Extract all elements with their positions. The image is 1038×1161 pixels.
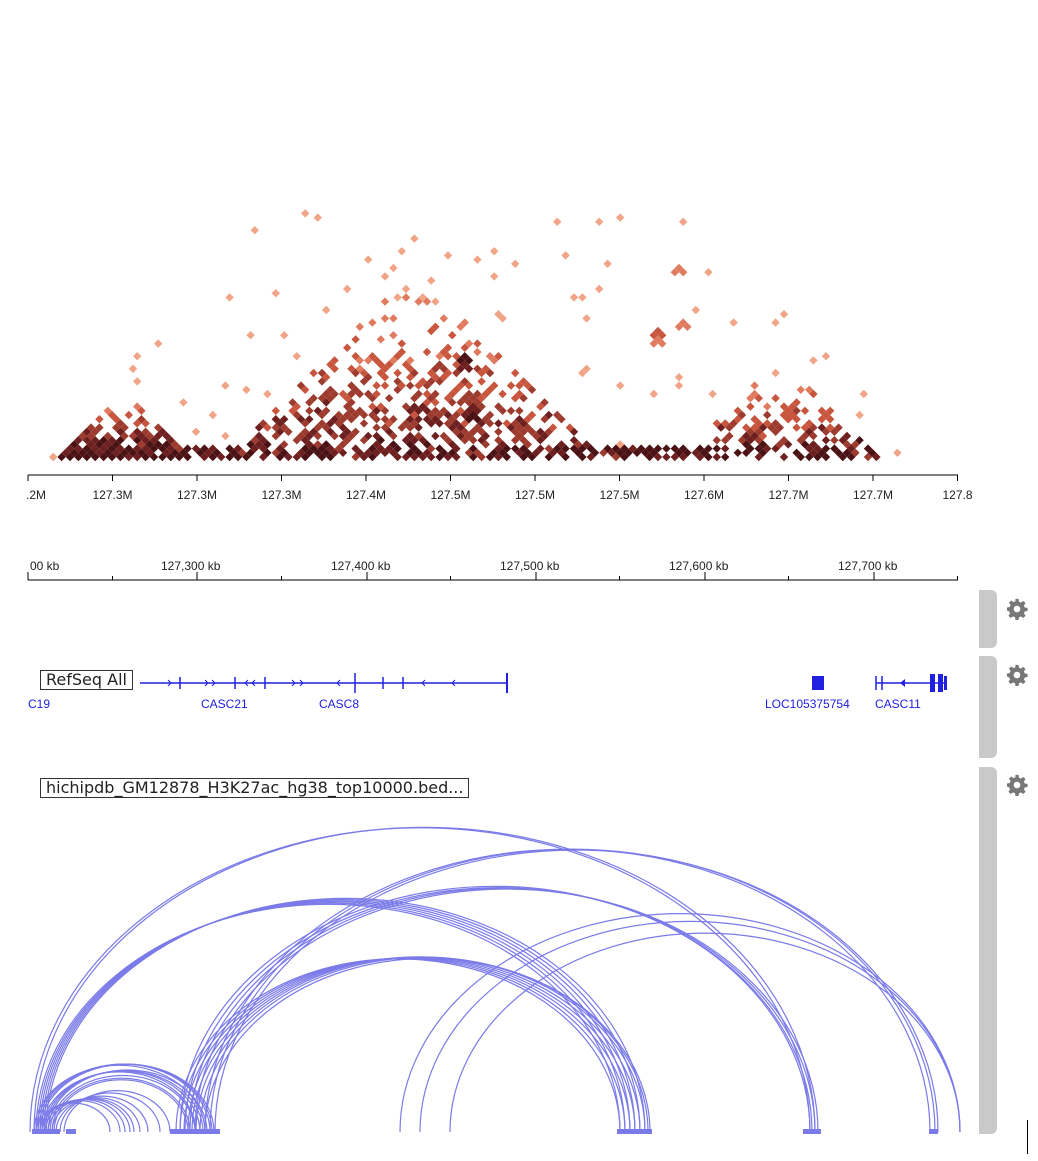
track-handle-ruler[interactable] (979, 590, 997, 648)
gene-model[interactable] (812, 676, 824, 690)
heatmap-axis-tick-label: 127.5M (599, 488, 639, 502)
gene-label: CASC21 (201, 697, 248, 711)
heatmap-axis-tick-label: 127.5M (515, 488, 555, 502)
ruler-tick-label: 127,700 kb (838, 559, 898, 573)
heatmap-axis-tick-label: 127.8 (942, 488, 972, 502)
heatmap-axis-tick-label: 127.3M (177, 488, 217, 502)
heatmap-axis-tick-label: 127.7M (768, 488, 808, 502)
heatmap-axis-tick-label: .2M (26, 488, 46, 502)
heatmap-axis-tick-label: 127.3M (92, 488, 132, 502)
genomic-ruler: 00 kb 127,300 kb 127,400 kb 127,500 kb 127,6… (27, 559, 958, 581)
hic-heatmap[interactable] (0, 0, 960, 470)
gear-icon[interactable] (1006, 664, 1028, 686)
heatmap-axis-tick-label: 127.7M (853, 488, 893, 502)
heatmap-axis-tick-label: 127.5M (430, 488, 470, 502)
ruler-tick-label: 00 kb (30, 559, 60, 573)
gear-icon[interactable] (1006, 598, 1028, 620)
gene-label: C19 (28, 697, 51, 711)
ruler-tick-label: 127,500 kb (500, 559, 560, 573)
gene-label: CASC8 (319, 697, 360, 711)
track-handle-refseq[interactable] (979, 656, 997, 758)
gene-label: CASC11 (875, 697, 921, 711)
heatmap-axis-tick-label: 127.4M (346, 488, 386, 502)
refseq-track-label: RefSeq All (40, 670, 133, 690)
ruler-tick-label: 127,400 kb (331, 559, 391, 573)
heatmap-axis-tick-label: 127.6M (684, 488, 724, 502)
ruler-tick-label: 127,600 kb (669, 559, 729, 573)
gear-icon[interactable] (1006, 774, 1028, 796)
gene-label: LOC105375754 (765, 697, 850, 711)
text-cursor (1027, 1120, 1028, 1154)
heatmap-axis: .2M 127.3M 127.3M 127.3M 127.4M 127.5M 127.5M 1… (26, 474, 973, 502)
interaction-arc-track[interactable] (0, 760, 962, 1140)
heatmap-axis-tick-label: 127.3M (261, 488, 301, 502)
refseq-gene-track[interactable] (0, 660, 980, 720)
track-handle-arcs[interactable] (979, 767, 997, 1134)
arc-track-label: hichipdb_GM12878_H3K27ac_hg38_top10000.b… (40, 778, 470, 798)
ruler-tick-label: 127,300 kb (161, 559, 221, 573)
